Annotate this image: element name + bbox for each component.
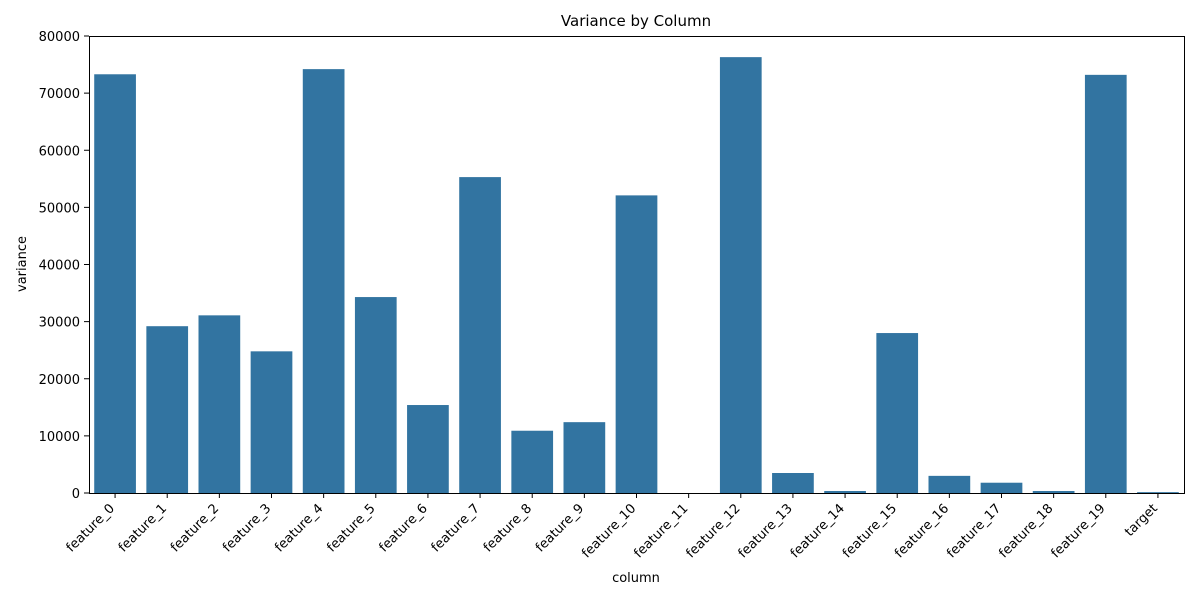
bar-feature-13 [772, 473, 814, 493]
x-tick-label: feature_16 [892, 501, 952, 561]
bar-feature-9 [563, 422, 606, 493]
y-axis: 0 10000 20000 30000 40000 50000 60000 70000 8000… [39, 30, 89, 502]
bar-feature-7 [459, 177, 501, 493]
x-tick-label: feature_14 [788, 501, 848, 561]
y-tick-label: 30000 [39, 316, 80, 331]
bar-feature-18 [1032, 491, 1075, 493]
bar-feature-3 [250, 351, 293, 493]
bar-feature-15 [876, 333, 919, 493]
chart-title: Variance by Column [561, 12, 711, 30]
x-tick-label: feature_1 [116, 501, 170, 555]
x-tick-label: feature_9 [533, 501, 587, 555]
y-tick-label: 10000 [39, 430, 80, 445]
bar-feature-19 [1084, 74, 1127, 493]
bar-feature-10 [615, 195, 658, 493]
x-tick-label: feature_13 [736, 501, 796, 561]
plot-frame [89, 36, 1185, 494]
x-tick-label: feature_5 [324, 501, 378, 555]
x-tick-label: feature_11 [631, 501, 691, 561]
x-tick-label: feature_6 [377, 501, 431, 555]
y-tick-label: 70000 [39, 87, 80, 102]
y-tick-label: 80000 [39, 30, 80, 45]
x-tick-label: feature_17 [944, 501, 1004, 561]
x-axis-label: column [612, 571, 660, 586]
bar-feature-16 [928, 475, 971, 493]
x-tick-label: feature_3 [220, 501, 274, 555]
x-tick-label: feature_10 [579, 501, 639, 561]
x-tick-label: feature_15 [840, 501, 900, 561]
y-tick-label: 40000 [39, 259, 80, 274]
bar-feature-2 [198, 315, 241, 493]
bar-feature-8 [511, 430, 554, 493]
y-tick-label: 60000 [39, 144, 80, 159]
x-axis: feature_0feature_1feature_2feature_3feat… [64, 493, 1161, 561]
x-tick-label: feature_4 [272, 501, 326, 555]
x-tick-label: feature_7 [429, 501, 483, 555]
bar-feature-5 [354, 297, 397, 493]
x-tick-label: feature_8 [481, 501, 535, 555]
bar-feature-6 [407, 405, 449, 493]
x-tick-label: feature_2 [168, 501, 222, 555]
x-tick-label: feature_18 [996, 501, 1056, 561]
x-tick-label: feature_19 [1049, 501, 1109, 561]
bars-group [94, 57, 1179, 494]
y-axis-label: variance [15, 236, 30, 292]
y-tick-label: 20000 [39, 373, 80, 388]
bar-feature-1 [146, 326, 189, 493]
y-tick-label: 0 [72, 487, 80, 502]
x-tick-label: feature_0 [64, 501, 118, 555]
bar-feature-0 [94, 74, 136, 494]
y-tick-label: 50000 [39, 201, 80, 216]
bar-target [1137, 492, 1179, 493]
bar-feature-14 [824, 491, 866, 493]
bar-feature-4 [302, 69, 345, 493]
bar-feature-17 [980, 482, 1023, 493]
x-tick-label: feature_12 [684, 501, 744, 561]
bar-feature-12 [719, 57, 762, 493]
x-tick-label: target [1122, 501, 1161, 540]
